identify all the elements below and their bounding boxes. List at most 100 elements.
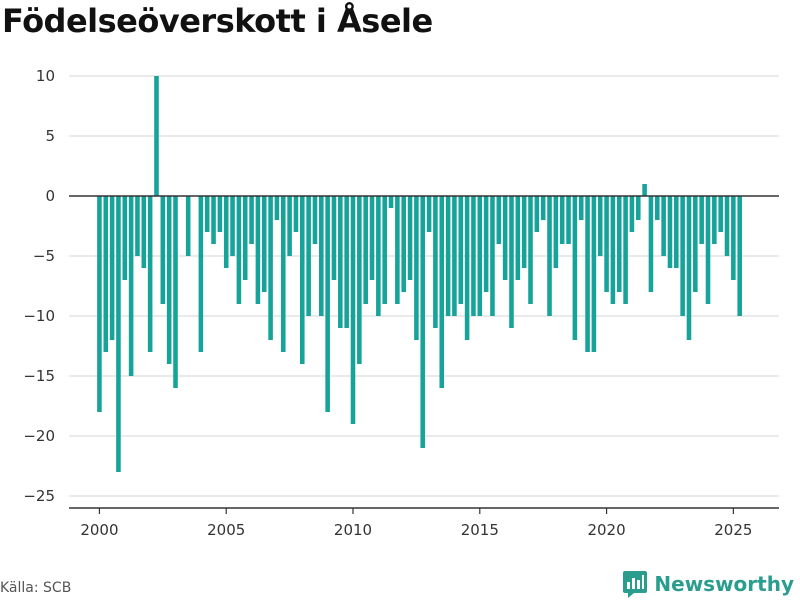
bar	[674, 196, 679, 268]
bar	[458, 196, 464, 304]
bar	[122, 196, 128, 280]
bar	[331, 196, 337, 280]
bar	[718, 196, 723, 232]
bar	[433, 196, 438, 328]
bar	[198, 196, 204, 352]
bar	[319, 196, 324, 316]
bar	[407, 196, 413, 280]
bar	[350, 196, 356, 424]
x-tick-label: 2020	[587, 521, 625, 539]
bar	[388, 196, 394, 208]
bar	[242, 196, 248, 280]
y-tick-label: 10	[36, 67, 55, 85]
x-tick-label: 2010	[334, 521, 372, 539]
bar	[230, 196, 235, 256]
bar	[357, 196, 362, 364]
newsworthy-logo-icon	[623, 571, 648, 598]
bar	[661, 196, 666, 256]
bar	[300, 196, 305, 364]
bar	[236, 196, 242, 304]
bar	[686, 196, 692, 340]
bar	[141, 196, 147, 268]
bar	[604, 196, 609, 292]
y-tick-label: −15	[23, 367, 55, 385]
x-tick-label: 2005	[207, 521, 245, 539]
bar	[534, 196, 540, 232]
bar	[553, 196, 559, 268]
bar	[452, 196, 457, 316]
y-tick-label: −25	[23, 487, 55, 505]
bar	[338, 196, 343, 328]
bar	[724, 196, 730, 256]
bar	[490, 196, 495, 316]
y-tick-label: 5	[45, 127, 55, 145]
bar	[528, 196, 533, 304]
bar	[464, 196, 470, 340]
bar	[325, 196, 330, 412]
chart-title: Födelseöverskott i Åsele	[2, 2, 433, 40]
bar	[116, 196, 121, 472]
brand-logo[interactable]: Newsworthy	[622, 569, 794, 599]
bar	[471, 196, 476, 316]
bar	[737, 196, 742, 316]
bar	[572, 196, 578, 340]
bar	[521, 196, 527, 268]
bar	[578, 196, 584, 220]
bar	[135, 196, 140, 256]
y-tick-label: 0	[45, 187, 55, 205]
x-tick-label: 2015	[461, 521, 499, 539]
bar	[483, 196, 489, 292]
bar	[693, 196, 698, 292]
bar	[731, 196, 736, 280]
y-tick-labels: 10 5 0 −5 −10 −15 −20 −25	[23, 67, 55, 505]
bar	[667, 196, 673, 268]
bar	[312, 196, 318, 244]
bar	[376, 196, 381, 316]
bar	[147, 196, 153, 352]
bar	[655, 196, 660, 220]
bar	[280, 196, 286, 352]
bar	[426, 196, 432, 232]
bar	[699, 196, 704, 244]
bar	[395, 196, 400, 304]
bar	[369, 196, 375, 280]
y-tick-label: −5	[33, 247, 55, 265]
bar	[648, 196, 654, 292]
bar	[585, 196, 590, 352]
bar	[211, 196, 216, 244]
bar	[515, 196, 521, 280]
bar	[629, 196, 635, 232]
bar	[185, 196, 191, 256]
x-tick-labels: 2000 2005 2010 2015 2020 2025	[80, 508, 752, 539]
bar	[439, 196, 445, 388]
bar	[642, 184, 647, 196]
bar	[344, 196, 349, 328]
bars	[97, 76, 742, 472]
bar	[154, 76, 159, 196]
bar	[566, 196, 571, 244]
bar	[496, 196, 502, 244]
bar	[160, 196, 166, 304]
bar	[223, 196, 229, 268]
bar	[217, 196, 223, 232]
bar	[293, 196, 299, 232]
source-note: Källa: SCB	[0, 580, 72, 596]
bar	[635, 196, 641, 220]
x-tick-label: 2025	[714, 521, 752, 539]
bar	[712, 196, 717, 244]
bar	[261, 196, 267, 292]
bar	[540, 196, 546, 220]
x-tick-label: 2000	[80, 521, 118, 539]
bar	[591, 196, 597, 352]
bar	[103, 196, 109, 352]
bar	[616, 196, 622, 292]
bar	[363, 196, 368, 304]
bar	[420, 196, 426, 448]
bar	[559, 196, 565, 244]
bar	[623, 196, 628, 304]
bar	[705, 196, 711, 304]
bar	[597, 196, 603, 256]
bar	[502, 196, 508, 280]
bar	[414, 196, 419, 340]
